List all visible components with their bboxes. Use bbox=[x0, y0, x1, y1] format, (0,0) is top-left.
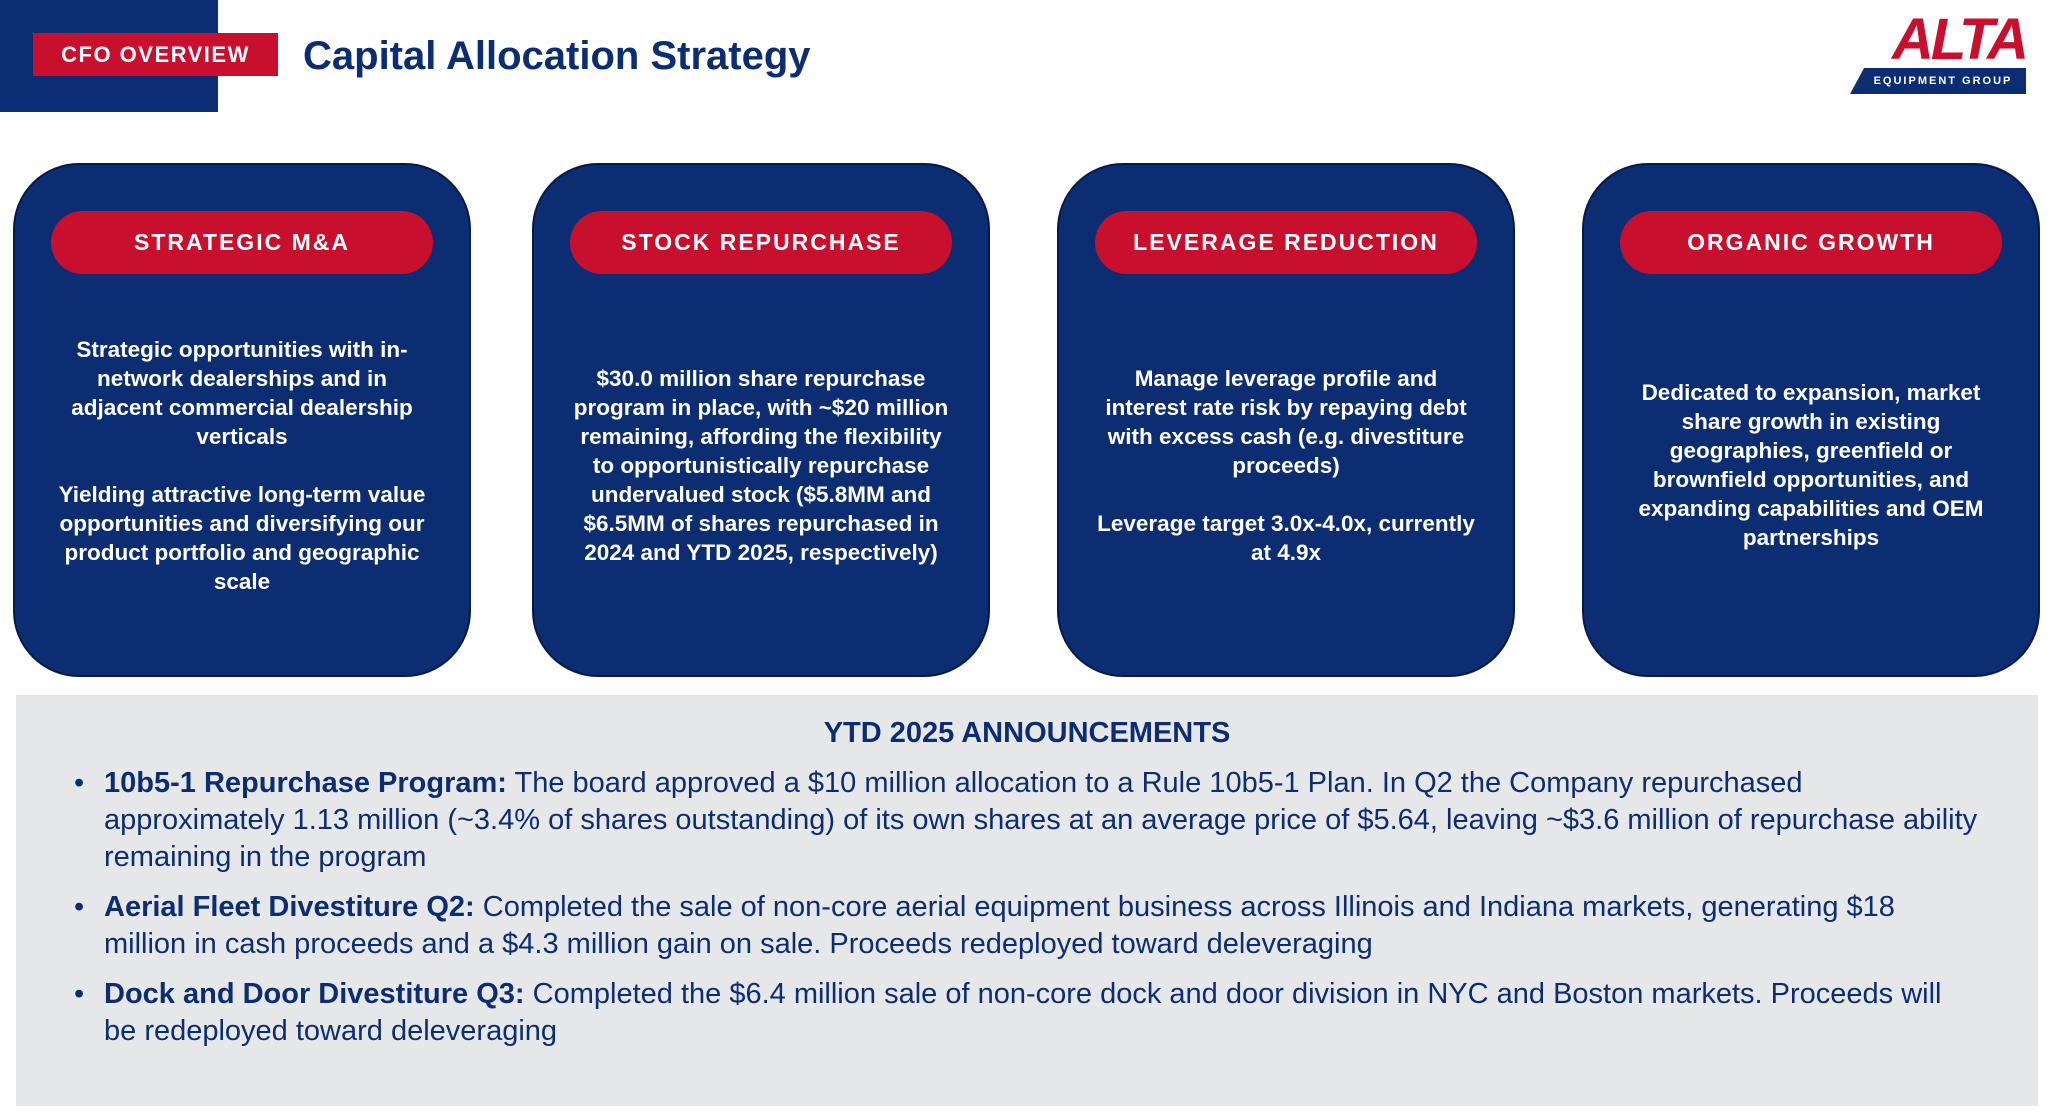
card-text: $30.0 million share repurchase program i… bbox=[573, 365, 949, 565]
card-title: STOCK REPURCHASE bbox=[570, 211, 952, 274]
announcement-text: The board approved a $10 million allocat… bbox=[104, 767, 1978, 873]
announcement-lead: 10b5-1 Repurchase Program: bbox=[104, 767, 507, 799]
announcements-heading: YTD 2025 ANNOUNCEMENTS bbox=[823, 717, 1231, 749]
announcement: Aerial Fleet Divestiture Q2: Completed t… bbox=[74, 889, 1978, 963]
section-label: CFO OVERVIEW bbox=[33, 33, 278, 76]
card: STRATEGIC M&A Strategic opportunities wit… bbox=[13, 163, 471, 677]
card-body: $30.0 million share repurchase program i… bbox=[568, 275, 954, 655]
card-title: LEVERAGE REDUCTION bbox=[1095, 211, 1477, 274]
announcements-panel: YTD 2025 ANNOUNCEMENTS 10b5-1 Repurchase… bbox=[16, 695, 2038, 1106]
card-body: Dedicated to expansion, market share gro… bbox=[1618, 275, 2004, 655]
card-text: Strategic opportunities with in-network … bbox=[71, 336, 413, 449]
logo-tagline: EQUIPMENT GROUP bbox=[1850, 68, 2026, 94]
announcement-text: Completed the sale of non-core aerial eq… bbox=[104, 891, 1895, 960]
announcements-list: 10b5-1 Repurchase Program: The board app… bbox=[74, 765, 1978, 1063]
slide-title: Capital Allocation Strategy bbox=[303, 34, 811, 78]
card: LEVERAGE REDUCTION Manage leverage profil… bbox=[1057, 163, 1515, 677]
card: STOCK REPURCHASE $30.0 million share repu… bbox=[532, 163, 990, 677]
announcement-lead: Dock and Door Divestiture Q3: bbox=[104, 978, 525, 1010]
card-text: Leverage target 3.0x-4.0x, currently at … bbox=[1097, 510, 1475, 565]
card-body: Strategic opportunities with in-network … bbox=[49, 275, 435, 655]
announcement-lead: Aerial Fleet Divestiture Q2: bbox=[104, 891, 475, 923]
card-text: Yielding attractive long-term value oppo… bbox=[58, 481, 426, 594]
announcement: Dock and Door Divestiture Q3: Completed … bbox=[74, 976, 1978, 1050]
card: ORGANIC GROWTH Dedicated to expansion, ma… bbox=[1582, 163, 2040, 677]
card-title: ORGANIC GROWTH bbox=[1620, 211, 2002, 274]
card-body: Manage leverage profile and interest rat… bbox=[1093, 275, 1479, 655]
logo-name: ALTA bbox=[1891, 7, 2029, 72]
card-text: Manage leverage profile and interest rat… bbox=[1105, 365, 1467, 478]
card-title: STRATEGIC M&A bbox=[51, 211, 433, 274]
announcement: 10b5-1 Repurchase Program: The board app… bbox=[74, 765, 1978, 876]
card-text: Dedicated to expansion, market share gro… bbox=[1638, 380, 1984, 550]
announcement-text: Completed the $6.4 million sale of non-c… bbox=[104, 978, 1942, 1047]
